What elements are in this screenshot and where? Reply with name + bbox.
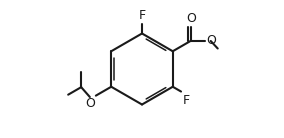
Text: F: F — [183, 94, 190, 107]
Text: O: O — [206, 34, 216, 47]
Text: O: O — [85, 97, 95, 110]
Text: O: O — [187, 12, 197, 25]
Text: F: F — [138, 9, 146, 22]
